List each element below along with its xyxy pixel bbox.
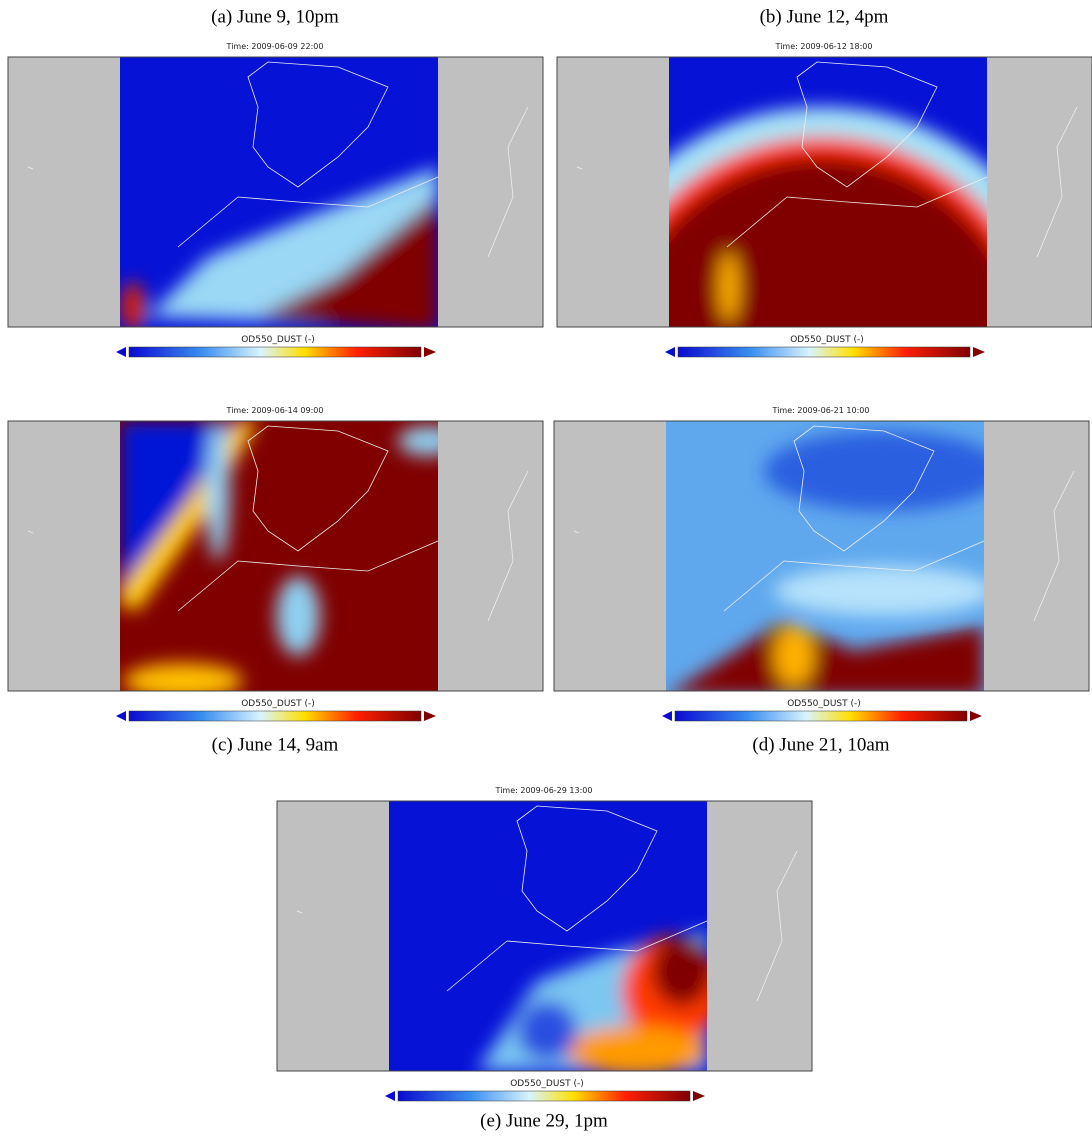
panel-caption: (d) June 21, 10am — [752, 734, 889, 755]
dust-plume — [121, 282, 145, 332]
dust-field — [120, 421, 458, 699]
colorbar-arrow — [973, 347, 985, 357]
panel-caption: (b) June 12, 4pm — [760, 6, 889, 27]
colorbar-label: OD550_DUST (-) — [510, 1079, 584, 1089]
dust-plume — [517, 1001, 577, 1061]
colorbar-arrow — [693, 1091, 705, 1101]
dust-field — [666, 421, 1004, 696]
colorbar — [129, 347, 421, 357]
map-title: Time: 2009-06-12 18:00 — [775, 42, 873, 51]
dust-plume — [764, 431, 1004, 511]
colorbar — [675, 711, 967, 721]
colorbar-arrow — [116, 711, 126, 721]
panel-caption: (a) June 9, 10pm — [211, 6, 339, 27]
colorbar — [398, 1091, 690, 1101]
colorbar-arrow — [970, 711, 982, 721]
colorbar-arrow — [424, 711, 436, 721]
dust-plume — [206, 421, 230, 561]
map-title: Time: 2009-06-21 10:00 — [772, 406, 870, 415]
panel: Time: 2009-06-09 22:00 OD550_DUST (-) — [8, 42, 543, 357]
dust-plume — [567, 1026, 707, 1076]
dust-plume — [774, 626, 814, 686]
map-title: Time: 2009-06-09 22:00 — [226, 42, 324, 51]
dust-plume — [774, 566, 994, 616]
colorbar-arrow — [665, 347, 675, 357]
map-title: Time: 2009-06-29 13:00 — [495, 786, 593, 795]
colorbar-label: OD550_DUST (-) — [241, 699, 315, 709]
dust-plume — [276, 576, 320, 656]
panel: Time: 2009-06-14 09:00 OD550_DUST (-) — [8, 406, 543, 721]
colorbar — [678, 347, 970, 357]
colorbar-arrow — [116, 347, 126, 357]
panel: Time: 2009-06-21 10:00 OD550_DUST (-) — [554, 406, 1089, 721]
colorbar-arrow — [424, 347, 436, 357]
colorbar-arrow — [385, 1091, 395, 1101]
map-title: Time: 2009-06-14 09:00 — [226, 406, 324, 415]
dust-field — [389, 801, 722, 1076]
colorbar — [129, 711, 421, 721]
dust-plume — [652, 936, 712, 1006]
figure: Time: 2009-06-09 22:00 OD550_DUST (-) (a) … — [0, 0, 1092, 1140]
panel-caption: (e) June 29, 1pm — [480, 1110, 608, 1131]
panel: Time: 2009-06-29 13:00 OD550_DUST (-) — [277, 786, 812, 1101]
panel-caption: (c) June 14, 9am — [212, 734, 339, 755]
colorbar-label: OD550_DUST (-) — [790, 335, 864, 345]
colorbar-arrow — [662, 711, 672, 721]
dust-plume — [719, 252, 739, 322]
dust-field — [120, 57, 438, 332]
dust-plume — [123, 663, 243, 699]
colorbar-label: OD550_DUST (-) — [787, 699, 861, 709]
colorbar-label: OD550_DUST (-) — [241, 335, 315, 345]
